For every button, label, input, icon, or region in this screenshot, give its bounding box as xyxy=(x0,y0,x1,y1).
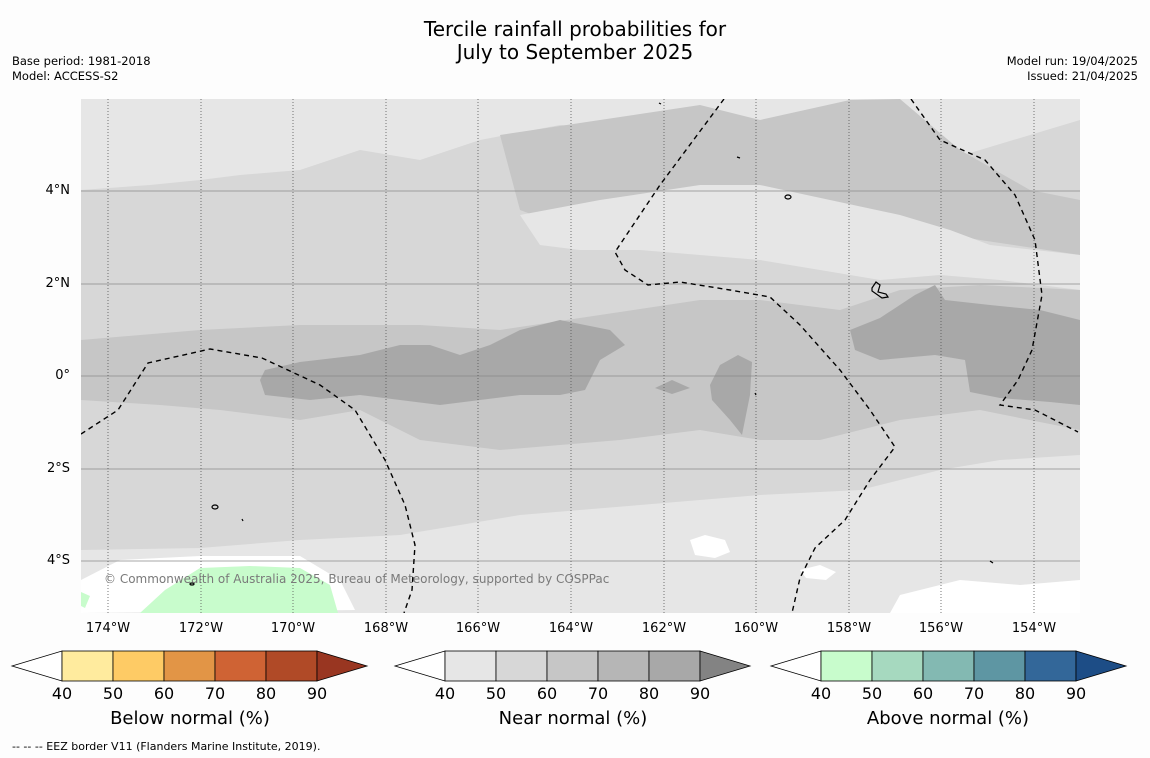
title-line-1: Tercile rainfall probabilities for xyxy=(423,17,727,41)
lon-label-168w: 168°W xyxy=(363,621,409,636)
title-line-2: July to September 2025 xyxy=(456,40,694,64)
lon-label-160w: 160°W xyxy=(733,621,779,636)
lon-label-164w: 164°W xyxy=(548,621,594,636)
eez-borders xyxy=(81,99,1079,613)
colorbar-near-segment-3 xyxy=(546,650,599,682)
colorbar-near-segment-2 xyxy=(495,650,548,682)
colorbar-near-low-arrow xyxy=(393,650,446,682)
lon-label-156w: 156°W xyxy=(918,621,964,636)
band-white-south-2 xyxy=(800,565,836,580)
legend-title-near: Near normal (%) xyxy=(498,708,648,729)
band-white-southeast xyxy=(890,580,1080,613)
tick-below-60: 60 xyxy=(153,684,175,703)
island-6 xyxy=(241,518,244,522)
colorbar-above-segment-2 xyxy=(871,650,924,682)
lon-label-158w: 158°W xyxy=(826,621,872,636)
band-near-40-mid xyxy=(520,185,1080,290)
island-1 xyxy=(658,102,662,105)
above-normal-region-2 xyxy=(81,592,90,608)
lat-label-0: 0° xyxy=(55,368,70,383)
tick-near-90: 90 xyxy=(689,684,711,703)
legend-title-above: Above normal (%) xyxy=(866,708,1030,729)
tick-near-80: 80 xyxy=(638,684,660,703)
lon-label-162w: 162°W xyxy=(641,621,687,636)
island-5 xyxy=(211,504,219,510)
colorbar-above-segment-4 xyxy=(973,650,1026,682)
island-4 xyxy=(754,392,757,396)
colorbar-below-segment-1 xyxy=(61,650,114,682)
band-near-80-west xyxy=(260,320,625,405)
colorbar-near-segment-1 xyxy=(444,650,497,682)
tick-near-60: 60 xyxy=(536,684,558,703)
lon-label-174w: 174°W xyxy=(85,621,131,636)
issued-date: Issued: 21/04/2025 xyxy=(1027,69,1138,83)
copyright-text: © Commonwealth of Australia 2025, Bureau… xyxy=(104,572,610,586)
tick-above-70: 70 xyxy=(963,684,985,703)
lon-label-166w: 166°W xyxy=(455,621,501,636)
colorbar-below-segment-5 xyxy=(265,650,318,682)
band-near-80-east xyxy=(850,285,1080,405)
island-kiritimati xyxy=(871,281,890,299)
colorbar-below-low-arrow xyxy=(10,650,63,682)
base-period: Base period: 1981-2018 xyxy=(12,54,151,68)
tick-near-70: 70 xyxy=(587,684,609,703)
colorbar-above-segment-1 xyxy=(820,650,873,682)
colorbar-below-segment-2 xyxy=(112,650,165,682)
colorbar-below-segment-4 xyxy=(214,650,267,682)
tick-below-40: 40 xyxy=(51,684,73,703)
tick-above-80: 80 xyxy=(1014,684,1036,703)
tick-below-70: 70 xyxy=(204,684,226,703)
legend-colorbars xyxy=(10,650,1128,682)
tick-above-50: 50 xyxy=(861,684,883,703)
tick-above-40: 40 xyxy=(810,684,832,703)
colorbar-above-segment-3 xyxy=(922,650,975,682)
base-info: Base period: 1981-2018 Model: ACCESS-S2 xyxy=(12,54,151,84)
colorbar-below-high-arrow xyxy=(316,650,369,682)
above-normal-region xyxy=(140,566,338,613)
band-white-south xyxy=(690,535,730,558)
model-name: Model: ACCESS-S2 xyxy=(12,69,119,83)
tick-near-40: 40 xyxy=(434,684,456,703)
colorbar-above-segment-5 xyxy=(1024,650,1077,682)
tick-below-80: 80 xyxy=(255,684,277,703)
tick-below-90: 90 xyxy=(306,684,328,703)
model-run-date: Model run: 19/04/2025 xyxy=(1006,54,1138,68)
tick-below-50: 50 xyxy=(102,684,124,703)
lat-label-2n: 2°N xyxy=(45,276,71,291)
colorbar-above-high-arrow xyxy=(1075,650,1128,682)
lat-label-4s: 4°S xyxy=(46,553,70,568)
island-7 xyxy=(189,582,195,586)
eez-footnote: -- -- -- EEZ border V11 (Flanders Marine… xyxy=(12,740,321,753)
eez-border-west xyxy=(81,348,416,613)
lat-label-2s: 2°S xyxy=(46,461,70,476)
eez-border-central xyxy=(614,99,896,613)
colorbar-near-segment-5 xyxy=(648,650,701,682)
island-2 xyxy=(736,156,741,159)
lon-label-154w: 154°W xyxy=(1011,621,1057,636)
lat-label-4n: 4°N xyxy=(45,183,71,198)
band-near-80-mid xyxy=(710,355,752,435)
islands xyxy=(189,102,994,586)
map-title: Tercile rainfall probabilities for July … xyxy=(0,18,1150,64)
colorbar-above-low-arrow xyxy=(769,650,822,682)
legend-title-below: Below normal (%) xyxy=(110,708,270,729)
latitude-gridlines xyxy=(81,190,1080,562)
probability-map xyxy=(81,99,1080,613)
island-8 xyxy=(989,560,994,564)
tick-near-50: 50 xyxy=(485,684,507,703)
band-near-60-north xyxy=(500,99,1080,255)
colorbar-near-high-arrow xyxy=(699,650,752,682)
lon-label-170w: 170°W xyxy=(270,621,316,636)
eez-border-east xyxy=(910,99,1079,433)
colorbar-near-segment-4 xyxy=(597,650,650,682)
colorbar-below-segment-3 xyxy=(163,650,216,682)
run-info: Model run: 19/04/2025 Issued: 21/04/2025 xyxy=(1007,54,1138,84)
tick-above-90: 90 xyxy=(1065,684,1087,703)
lon-label-172w: 172°W xyxy=(178,621,224,636)
tick-above-60: 60 xyxy=(912,684,934,703)
island-3 xyxy=(784,194,792,200)
